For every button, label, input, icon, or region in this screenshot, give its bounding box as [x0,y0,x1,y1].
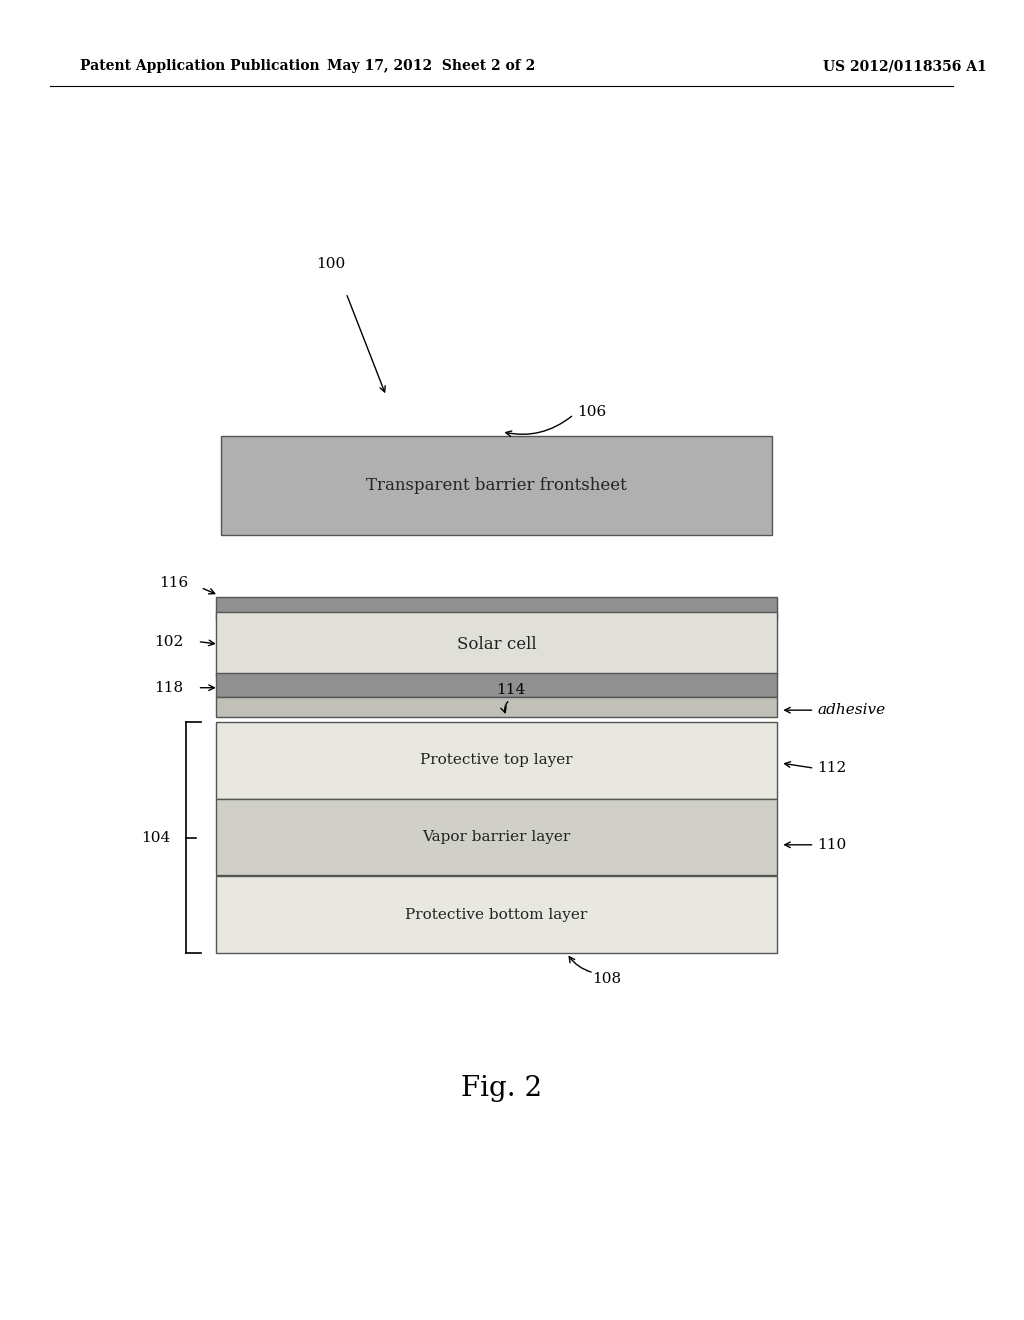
Text: 104: 104 [141,830,171,845]
Text: 100: 100 [316,256,346,271]
Bar [216,612,777,676]
Text: 114: 114 [497,682,525,697]
Text: Protective top layer: Protective top layer [420,754,572,767]
Bar [216,673,777,697]
Text: Patent Application Publication: Patent Application Publication [80,59,319,74]
Text: Transparent barrier frontsheet: Transparent barrier frontsheet [367,477,627,494]
Text: 110: 110 [817,838,847,851]
Text: 108: 108 [592,973,621,986]
Text: Solar cell: Solar cell [457,636,537,652]
Text: May 17, 2012  Sheet 2 of 2: May 17, 2012 Sheet 2 of 2 [328,59,536,74]
Text: 106: 106 [577,405,606,418]
Text: US 2012/0118356 A1: US 2012/0118356 A1 [822,59,986,74]
Text: 118: 118 [155,681,183,694]
Text: 116: 116 [160,577,188,590]
Text: Fig. 2: Fig. 2 [461,1076,542,1102]
Bar [216,697,777,717]
Text: Vapor barrier layer: Vapor barrier layer [423,830,570,843]
Bar [221,436,772,535]
Text: 102: 102 [155,635,183,648]
Text: 112: 112 [817,762,847,775]
Bar [216,876,777,953]
Bar [216,722,777,799]
Bar [216,799,777,875]
Text: Protective bottom layer: Protective bottom layer [406,908,588,921]
Bar [216,597,777,620]
Text: adhesive: adhesive [817,704,886,717]
